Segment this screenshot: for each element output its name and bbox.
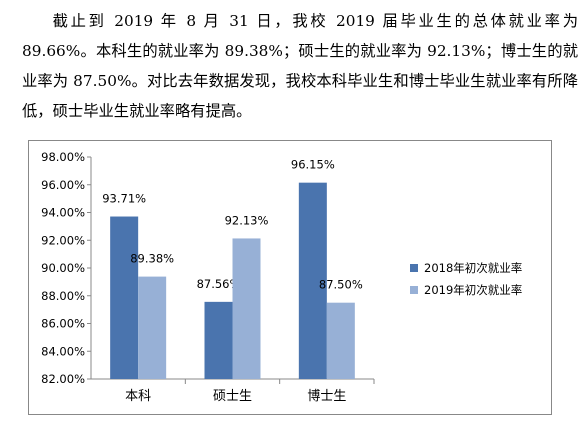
data-label: 89.38% xyxy=(130,252,174,266)
intro-paragraph: 截止到 2019 年 8 月 31 日，我校 2019 届毕业生的总体就业率为 … xyxy=(22,12,578,120)
data-label: 93.71% xyxy=(102,192,146,206)
bar-2019-0 xyxy=(138,276,167,379)
y-tick-label: 86.00% xyxy=(41,317,85,331)
bar-2019-1 xyxy=(232,238,261,379)
data-label: 92.13% xyxy=(225,213,269,227)
chart-frame: 82.00% 84.00% 86.00% 88.00% 90.00% 92.00% 94.0… xyxy=(28,140,552,415)
y-tick-label: 84.00% xyxy=(41,344,85,358)
legend-label-2018: 2018年初次就业率 xyxy=(424,261,523,275)
data-label: 87.50% xyxy=(319,278,363,292)
y-tick-label: 98.00% xyxy=(41,150,85,164)
bar-chart: 82.00% 84.00% 86.00% 88.00% 90.00% 92.00% 94.0… xyxy=(41,150,375,404)
bar-2018-0 xyxy=(110,216,139,379)
x-category-label: 本科 xyxy=(125,389,151,404)
x-category-label: 博士生 xyxy=(307,389,346,404)
legend-swatch-2019 xyxy=(410,286,418,294)
y-tick-label: 96.00% xyxy=(41,178,85,192)
y-tick-label: 88.00% xyxy=(41,289,85,303)
y-tick-label: 94.00% xyxy=(41,206,85,220)
y-tick-label: 90.00% xyxy=(41,261,85,275)
data-label: 87.56% xyxy=(197,277,241,291)
bar-2018-1 xyxy=(204,301,233,379)
y-tick-label: 92.00% xyxy=(41,233,85,247)
x-category-label: 硕士生 xyxy=(213,389,252,404)
legend-swatch-2018 xyxy=(410,264,418,272)
y-tick-label: 82.00% xyxy=(41,372,85,386)
legend-item-2018: 2018年初次就业率 xyxy=(410,257,522,279)
chart-legend: 2018年初次就业率 2019年初次就业率 xyxy=(410,257,522,301)
legend-item-2019: 2019年初次就业率 xyxy=(410,279,522,301)
legend-label-2019: 2019年初次就业率 xyxy=(424,283,523,297)
bar-2019-2 xyxy=(326,302,355,379)
data-label: 96.15% xyxy=(291,158,335,172)
bar-2018-2 xyxy=(298,182,327,379)
